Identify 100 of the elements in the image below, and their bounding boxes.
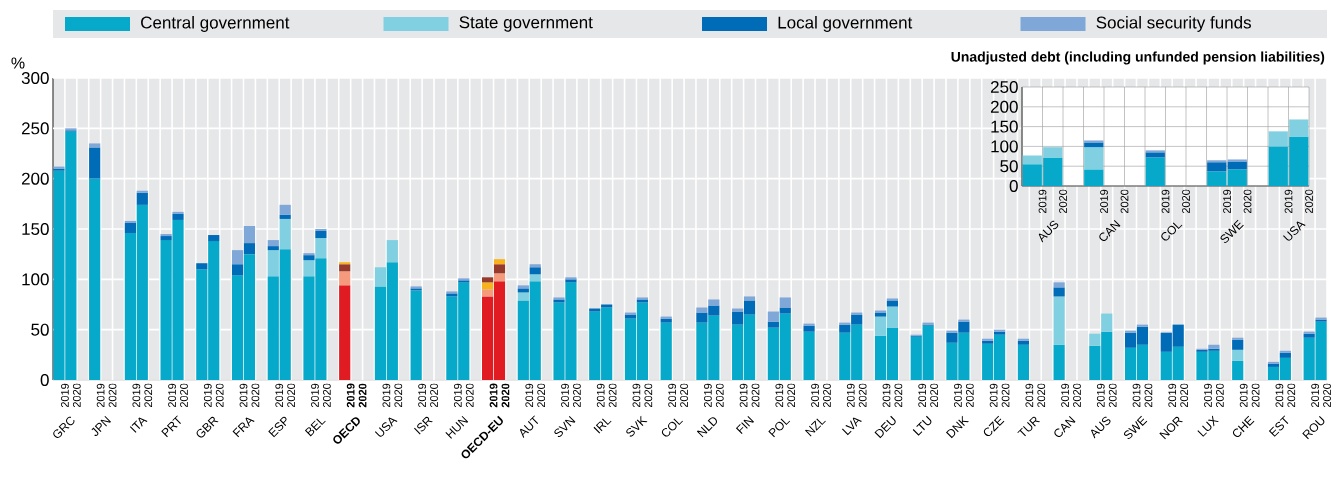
x-tick-label: 2019: [918, 383, 927, 408]
text: FIN: [735, 415, 755, 435]
x-tick-label: 2020: [465, 383, 474, 408]
x-tick-label: 2020: [1305, 189, 1313, 214]
x-tick-label: 2020: [322, 383, 331, 408]
annotation: USA: [1283, 221, 1306, 241]
x-tick-label: 2020: [215, 383, 224, 408]
x-tick-label: 2020: [1180, 383, 1189, 408]
x-tick-label: 2020: [358, 383, 367, 408]
x-tick-label: 2020: [1182, 189, 1190, 214]
x-tick-label: 2020: [430, 383, 438, 408]
x-tick-label: 2020: [1323, 383, 1331, 408]
x-tick-label: 2019: [203, 383, 212, 408]
x-tick-label: 2020: [680, 383, 688, 408]
text: ITA: [129, 417, 148, 433]
x-tick-label: 2020: [965, 383, 974, 408]
y-tick-label: 250: [21, 122, 49, 135]
text: LVA: [841, 417, 862, 436]
x-tick-label: 2020: [1243, 189, 1252, 214]
x-tick-label: 2019: [668, 383, 677, 408]
x-tick-label: 2019: [311, 383, 319, 408]
y-tick-label: 200: [990, 100, 1018, 113]
x-tick-label: 2019: [1204, 383, 1212, 408]
x-tick-label: 2019: [453, 383, 462, 408]
x-tick-label: 2020: [1144, 383, 1153, 408]
x-tick-label: 2020: [287, 383, 296, 408]
x-tick-label: 2019: [846, 383, 855, 408]
x-tick-label: 2020: [751, 383, 760, 408]
y-tick-label: 250: [990, 80, 1018, 94]
x-tick-label: 2019: [1132, 383, 1141, 408]
x-tick-label: 2019: [489, 383, 498, 408]
x-tick-label: 2019: [418, 383, 427, 408]
x-tick-label: 2019: [132, 383, 141, 408]
x-tick-label: 2020: [1120, 189, 1129, 214]
x-tick-label: 2019: [1223, 189, 1231, 214]
x-tick-label: 2020: [144, 383, 153, 408]
text: USA: [374, 417, 398, 437]
x-tick-label: 2019: [632, 383, 641, 408]
x-tick-label: 2020: [537, 383, 546, 408]
x-tick-label: 2019: [739, 383, 748, 408]
x-tick-label: 2020: [930, 383, 938, 408]
x-tick-label: 2020: [715, 383, 724, 408]
y-tick-label: 50: [1000, 160, 1018, 173]
x-tick-label: 2019: [775, 383, 784, 408]
x-tick-label: 2020: [573, 383, 581, 408]
x-tick-label: 2019: [1100, 189, 1108, 214]
x-tick-label: 2019: [1038, 189, 1047, 214]
legend-label: Central government: [141, 16, 290, 32]
x-tick-label: 2019: [61, 383, 69, 408]
y-tick-label: 100: [22, 273, 49, 286]
x-tick-label: 2020: [501, 383, 510, 408]
x-tick-label: 2019: [1025, 383, 1034, 408]
x-tick-label: 2020: [787, 383, 796, 408]
x-tick-label: 2020: [858, 383, 867, 408]
x-tick-label: 2019: [168, 383, 176, 408]
x-tick-label: 2019: [275, 383, 284, 408]
y-tick-label: 300: [21, 71, 49, 85]
x-tick-label: 2019: [1284, 189, 1293, 214]
text: TUR: [1017, 416, 1041, 437]
x-tick-label: 2019: [811, 383, 819, 408]
x-tick-label: 2019: [561, 383, 569, 408]
x-tick-label: 2019: [1239, 383, 1248, 408]
x-tick-label: 2020: [72, 383, 81, 408]
text: IRL: [593, 418, 612, 434]
x-tick-label: 2020: [180, 383, 188, 408]
y-tick-label: 0: [40, 373, 49, 387]
x-tick-label: 2020: [894, 383, 903, 408]
x-tick-label: 2019: [382, 383, 391, 408]
x-tick-label: 2019: [239, 383, 248, 408]
x-tick-label: 2019: [1275, 383, 1284, 408]
x-tick-label: 2019: [989, 383, 998, 408]
x-tick-label: 2020: [1108, 383, 1117, 408]
x-tick-label: 2019: [1168, 383, 1177, 408]
text: ESP: [268, 416, 287, 438]
x-tick-label: 2020: [1037, 383, 1046, 408]
y-axis-title: %: [11, 57, 25, 69]
text: ISR: [414, 416, 433, 435]
annotation: COL: [1161, 222, 1183, 241]
x-tick-label: 2020: [108, 383, 117, 408]
y-tick-label: 0: [1009, 179, 1018, 193]
x-tick-label: 2019: [1161, 189, 1170, 214]
legend-label: Social security funds: [1096, 16, 1251, 32]
x-tick-label: 2020: [1073, 383, 1081, 408]
x-tick-label: 2019: [954, 383, 962, 408]
y-tick-label: 150: [22, 222, 49, 236]
text: POL: [768, 418, 791, 438]
x-tick-label: 2020: [1251, 383, 1260, 408]
text: JPN: [91, 415, 111, 437]
x-tick-label: 2020: [251, 383, 260, 408]
text: COL: [661, 418, 683, 437]
x-tick-label: 2019: [96, 383, 105, 408]
x-tick-label: 2019: [596, 383, 605, 408]
y-tick-label: 100: [991, 140, 1018, 153]
x-tick-label: 2020: [1215, 383, 1224, 408]
x-tick-label: 2020: [1287, 383, 1296, 408]
x-tick-label: 2019: [703, 383, 712, 408]
x-tick-label: 2020: [1059, 189, 1067, 214]
y-tick-label: 200: [21, 172, 49, 185]
x-tick-label: 2020: [823, 383, 831, 408]
x-tick-label: 2020: [394, 383, 403, 408]
